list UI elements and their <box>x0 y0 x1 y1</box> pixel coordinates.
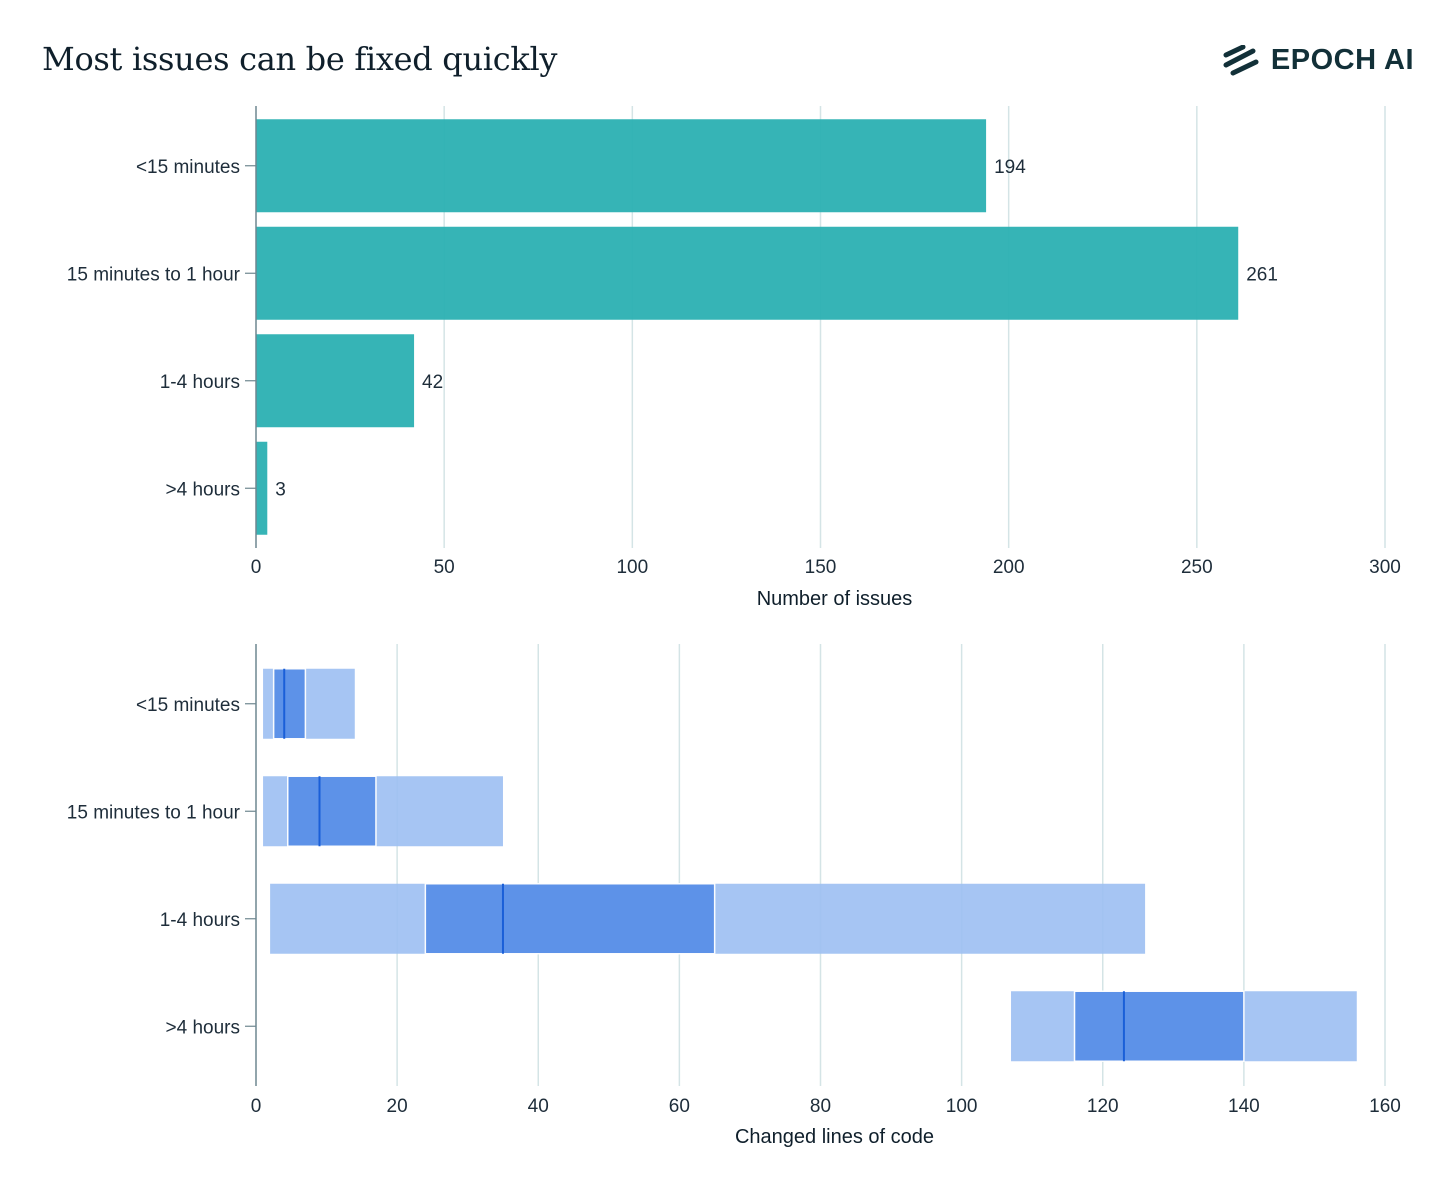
iqr-box-2 <box>424 883 716 955</box>
x-axis-label: Number of issues <box>757 588 913 610</box>
x-tick-label-0: 0 <box>251 557 262 578</box>
x-tick-label-50: 50 <box>434 557 455 578</box>
x-axis-label: Changed lines of code <box>735 1126 934 1148</box>
x-tick-label-100: 100 <box>946 1096 978 1117</box>
y-tick-label-2: 1-4 hours <box>160 372 240 393</box>
y-tick-label-1: 15 minutes to 1 hour <box>67 802 241 823</box>
y-tick-label-3: >4 hours <box>166 1017 240 1038</box>
bar-2 <box>256 334 415 428</box>
iqr-box-0 <box>272 668 307 740</box>
x-tick-label-150: 150 <box>805 557 837 578</box>
brand-name: EPOCH AI <box>1270 44 1414 76</box>
y-tick-label-3: >4 hours <box>166 479 240 500</box>
y-tick-label-0: <15 minutes <box>136 157 240 178</box>
x-tick-label-60: 60 <box>669 1096 690 1117</box>
x-tick-label-200: 200 <box>993 557 1025 578</box>
bar-value-label-2: 42 <box>422 372 443 393</box>
x-tick-label-40: 40 <box>528 1096 549 1117</box>
x-tick-label-160: 160 <box>1369 1096 1401 1117</box>
bar-0 <box>256 119 987 213</box>
bar-1 <box>256 226 1239 320</box>
iqr-box-3 <box>1073 990 1245 1062</box>
y-tick-label-1: 15 minutes to 1 hour <box>67 264 241 285</box>
x-tick-label-300: 300 <box>1369 557 1401 578</box>
brand-logo: EPOCH AI <box>1223 44 1414 77</box>
x-tick-label-20: 20 <box>387 1096 408 1117</box>
x-tick-label-140: 140 <box>1228 1096 1260 1117</box>
epoch-logo-icon <box>1223 44 1259 75</box>
bar-value-label-1: 261 <box>1246 264 1278 285</box>
x-tick-label-100: 100 <box>616 557 648 578</box>
x-tick-label-80: 80 <box>810 1096 831 1117</box>
bar-value-label-0: 194 <box>994 157 1026 178</box>
bar-chart-issues: 194 <15 minutes 261 15 minutes to 1 hour 42 1… <box>67 106 1401 610</box>
x-tick-label-250: 250 <box>1181 557 1213 578</box>
iqr-box-1 <box>287 775 377 847</box>
x-tick-label-120: 120 <box>1087 1096 1119 1117</box>
chart-title: Most issues can be fixed quickly <box>42 40 558 78</box>
bar-value-label-3: 3 <box>275 479 286 500</box>
bar-3 <box>256 441 268 535</box>
y-tick-label-0: <15 minutes <box>136 695 240 716</box>
box-chart-lines: <15 minutes 15 minutes to 1 hour 1-4 hours… <box>67 644 1401 1148</box>
x-tick-label-0: 0 <box>251 1096 262 1117</box>
y-tick-label-2: 1-4 hours <box>160 910 240 931</box>
